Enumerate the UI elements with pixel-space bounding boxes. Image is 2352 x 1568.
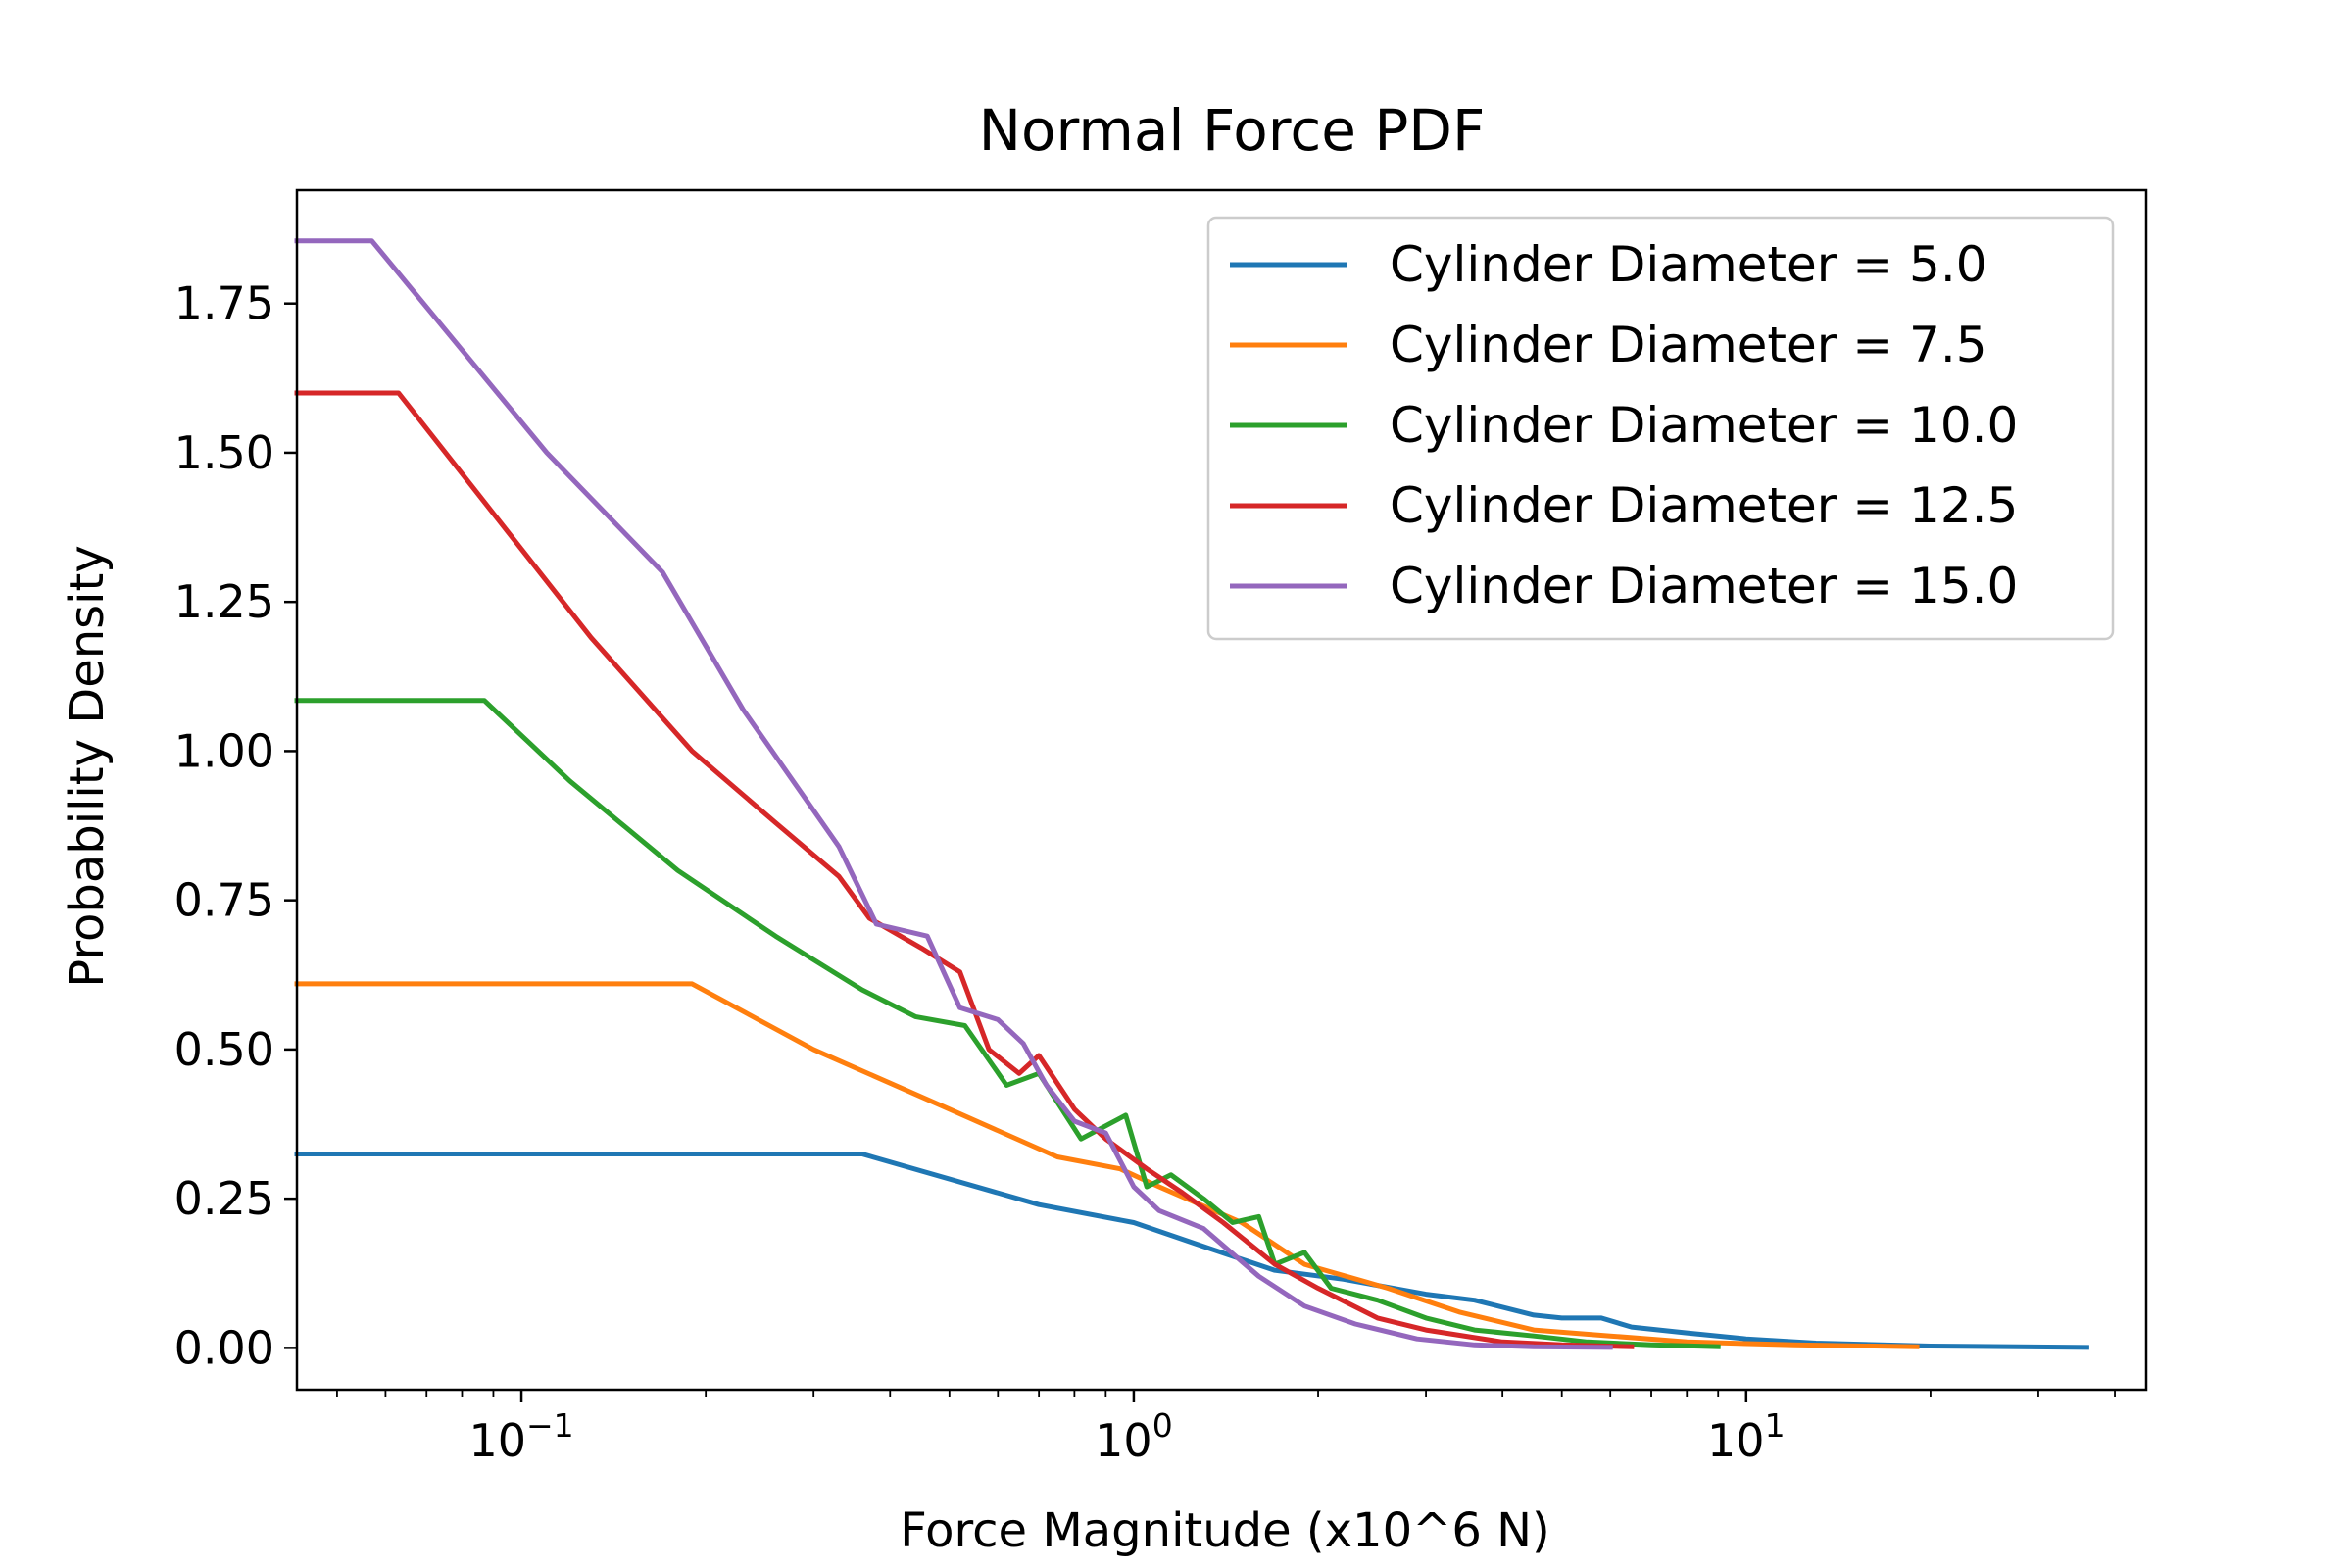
x-tick-label: 101 bbox=[1707, 1406, 1786, 1467]
x-tick-label: 100 bbox=[1095, 1406, 1173, 1467]
series-line-4 bbox=[294, 390, 1635, 1349]
series-line-3 bbox=[294, 698, 1721, 1349]
series-line-5 bbox=[294, 238, 1613, 1350]
x-axis-label: Force Magnitude (x10^6 N) bbox=[900, 1503, 1550, 1558]
plot-frame bbox=[295, 188, 2148, 1392]
plot-layer: 0.00 0.25 0.50 0.75 1.00 1.25 1.50 1.75 10−1 100 1… bbox=[174, 188, 2148, 1467]
legend: Cylinder Diameter = 5.0 Cylinder Diameter… bbox=[1206, 216, 2115, 641]
y-tick-label: 0.75 bbox=[174, 874, 274, 927]
y-tick-label: 1.75 bbox=[174, 277, 274, 330]
series-line-1 bbox=[294, 1152, 2089, 1350]
legend-box bbox=[1206, 216, 2115, 641]
y-tick-label: 0.50 bbox=[174, 1023, 274, 1076]
y-tick-label: 1.00 bbox=[174, 724, 274, 777]
legend-label-1: Cylinder Diameter = 5.0 bbox=[1390, 236, 1987, 293]
y-tick-label: 0.25 bbox=[174, 1172, 274, 1225]
x-tick-label: 10−1 bbox=[468, 1406, 573, 1467]
y-tick-label: 1.25 bbox=[174, 575, 274, 628]
y-tick-label: 1.50 bbox=[174, 426, 274, 479]
chart-title: Normal Force PDF bbox=[979, 97, 1486, 164]
y-axis-label: Probability Density bbox=[60, 545, 115, 987]
series-line-2 bbox=[294, 981, 1920, 1349]
y-tick-label: 0.00 bbox=[174, 1321, 274, 1374]
legend-label-5: Cylinder Diameter = 15.0 bbox=[1390, 558, 2018, 614]
legend-label-2: Cylinder Diameter = 7.5 bbox=[1390, 317, 1987, 373]
legend-label-3: Cylinder Diameter = 10.0 bbox=[1390, 397, 2018, 454]
legend-label-4: Cylinder Diameter = 12.5 bbox=[1390, 477, 2018, 534]
